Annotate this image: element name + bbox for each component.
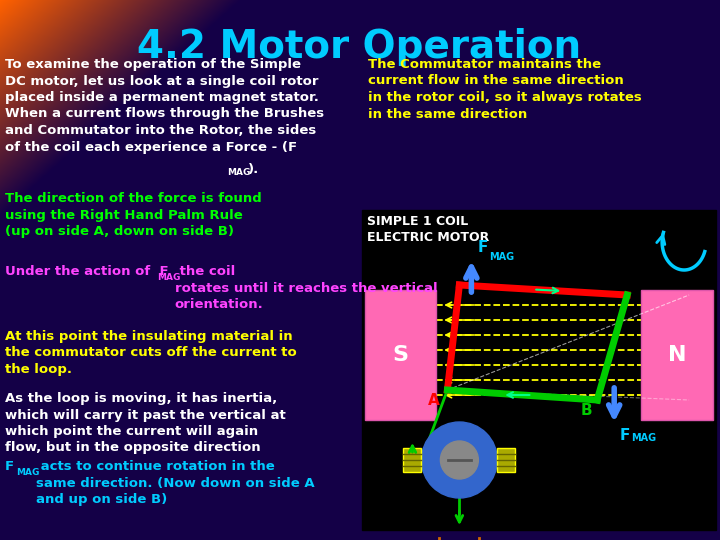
- Text: F: F: [477, 240, 487, 255]
- Text: MAG: MAG: [16, 468, 40, 477]
- FancyBboxPatch shape: [641, 290, 713, 420]
- FancyBboxPatch shape: [361, 210, 716, 530]
- Text: N: N: [668, 345, 686, 365]
- Text: F: F: [5, 460, 14, 473]
- Text: SIMPLE 1 COIL
ELECTRIC MOTOR: SIMPLE 1 COIL ELECTRIC MOTOR: [366, 215, 489, 244]
- Text: The Commutator maintains the
current flow in the same direction
in the rotor coi: The Commutator maintains the current flo…: [367, 58, 642, 120]
- Text: F: F: [619, 428, 629, 443]
- Text: the coil
rotates until it reaches the vertical
orientation.: the coil rotates until it reaches the ve…: [175, 265, 437, 311]
- FancyBboxPatch shape: [364, 290, 436, 420]
- FancyBboxPatch shape: [403, 448, 421, 472]
- Text: MAG: MAG: [157, 273, 180, 282]
- Circle shape: [441, 441, 478, 479]
- Text: B: B: [580, 403, 592, 418]
- Text: ).: ).: [248, 163, 259, 176]
- Text: 4.2 Motor Operation: 4.2 Motor Operation: [138, 28, 582, 66]
- Text: S: S: [392, 345, 408, 365]
- Text: A: A: [428, 393, 439, 408]
- Text: To examine the operation of the Simple
DC motor, let us look at a single coil ro: To examine the operation of the Simple D…: [5, 58, 324, 153]
- FancyBboxPatch shape: [498, 448, 516, 472]
- Text: Under the action of  F: Under the action of F: [5, 265, 168, 278]
- Text: The direction of the force is found
using the Right Hand Palm Rule
(up on side A: The direction of the force is found usin…: [5, 192, 262, 238]
- Text: As the loop is moving, it has inertia,
which will carry it past the vertical at
: As the loop is moving, it has inertia, w…: [5, 392, 286, 455]
- Text: MAG: MAG: [490, 252, 515, 262]
- Text: At this point the insulating material in
the commutator cuts off the current to
: At this point the insulating material in…: [5, 330, 297, 376]
- Text: MAG: MAG: [631, 433, 657, 443]
- Circle shape: [421, 422, 498, 498]
- Text: MAG: MAG: [227, 168, 250, 177]
- Text: acts to continue rotation in the
same direction. (Now down on side A
and up on s: acts to continue rotation in the same di…: [36, 460, 315, 506]
